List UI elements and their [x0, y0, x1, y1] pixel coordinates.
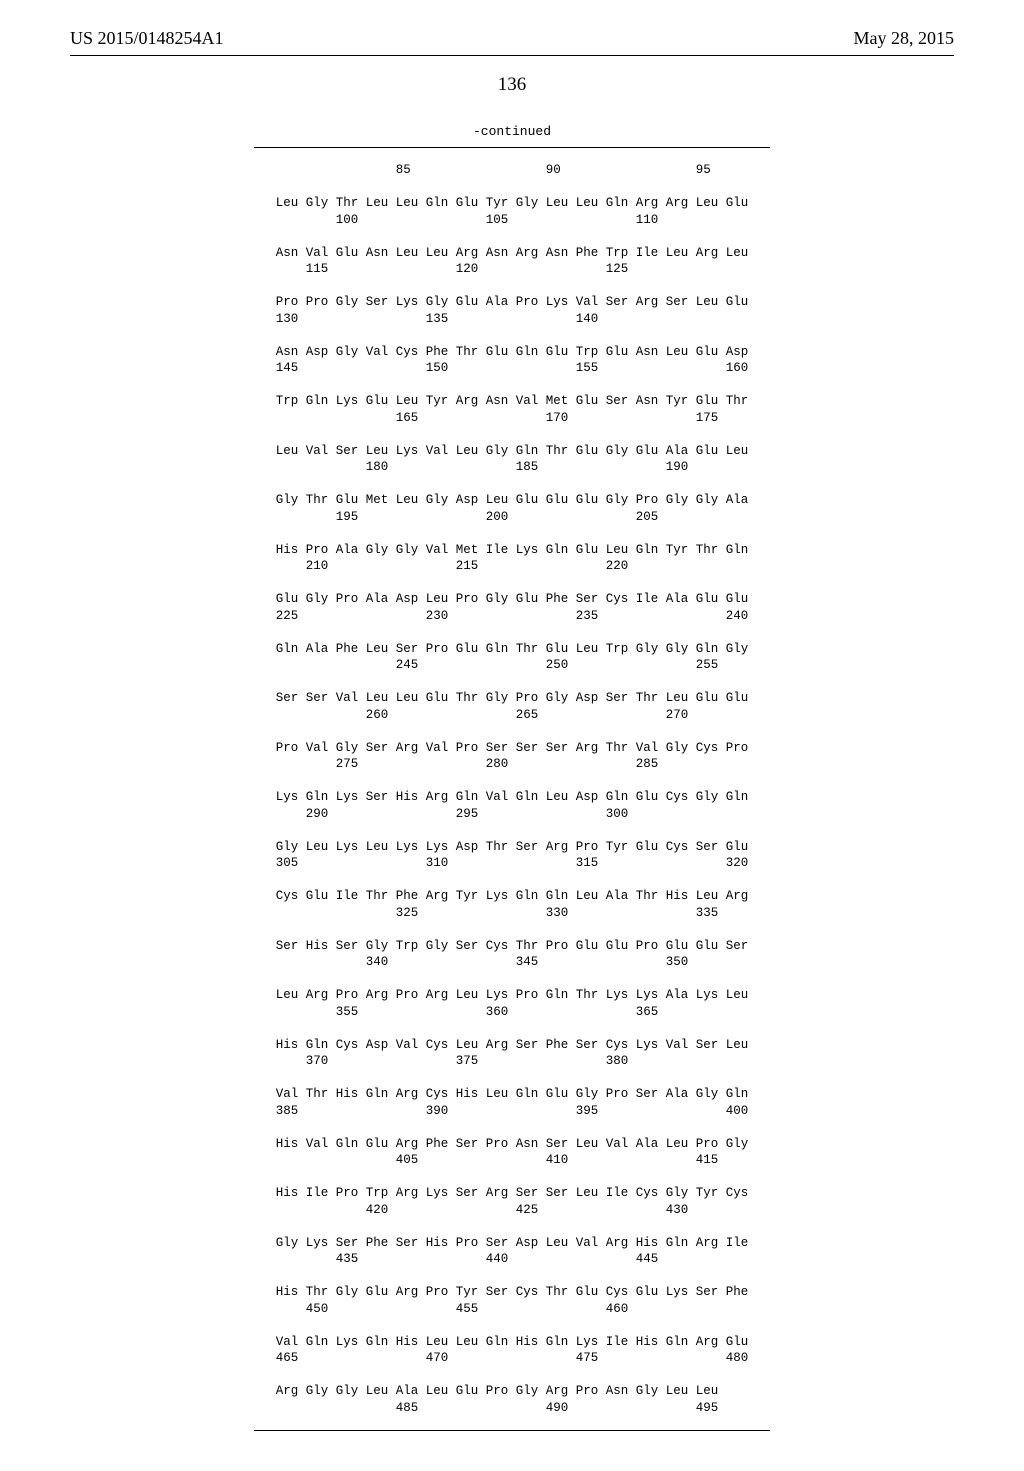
- page-number: 136: [70, 74, 954, 96]
- publication-number: US 2015/0148254A1: [70, 28, 224, 49]
- publication-date: May 28, 2015: [854, 28, 955, 49]
- page-container: US 2015/0148254A1 May 28, 2015 136 -cont…: [0, 0, 1024, 1471]
- continued-label: -continued: [70, 124, 954, 139]
- header-rule: [70, 55, 954, 56]
- sequence-wrap: 85 90 95 Leu Gly Thr Leu Leu Gln Glu Tyr…: [70, 147, 954, 1431]
- sequence-listing: 85 90 95 Leu Gly Thr Leu Leu Gln Glu Tyr…: [276, 162, 749, 1416]
- sequence-box: 85 90 95 Leu Gly Thr Leu Leu Gln Glu Tyr…: [254, 147, 771, 1431]
- header-row: US 2015/0148254A1 May 28, 2015: [70, 28, 954, 49]
